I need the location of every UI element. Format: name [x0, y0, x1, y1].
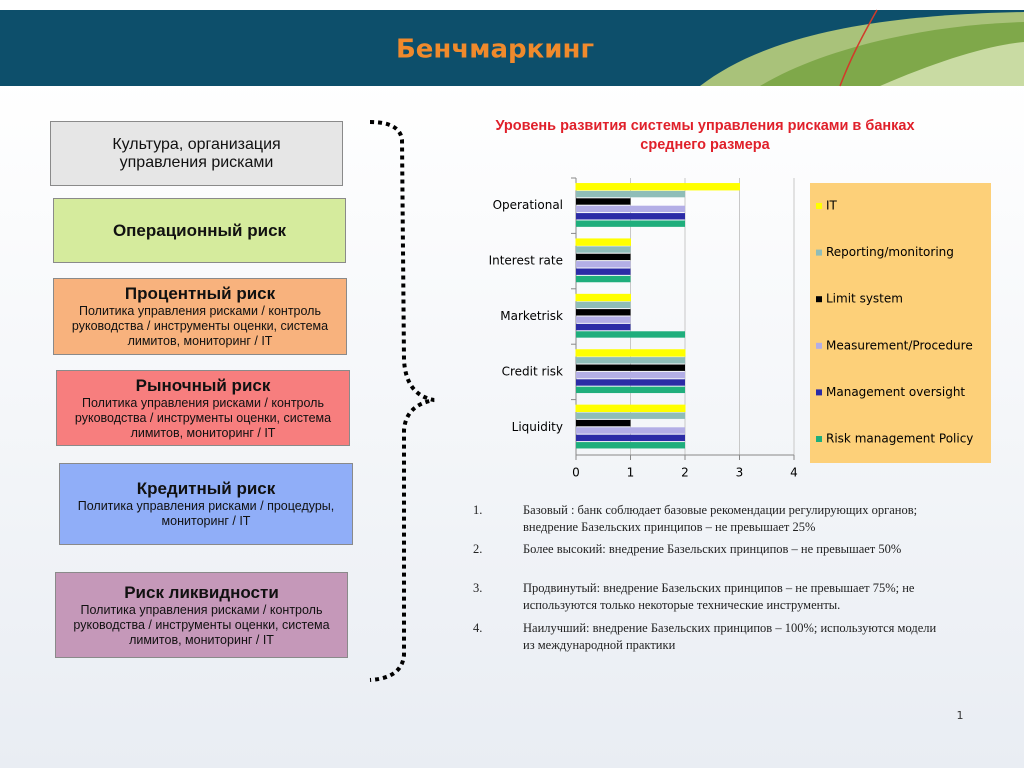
legend-marker	[816, 342, 822, 349]
page-number: 1	[957, 709, 964, 722]
legend-label: Reporting/monitoring	[826, 245, 954, 259]
bar	[576, 301, 631, 309]
box-text: Политика управления рисками / процедуры,…	[77, 499, 335, 528]
x-tick-label: 4	[790, 466, 798, 480]
bar	[576, 371, 685, 379]
bar	[576, 190, 685, 198]
header-decoration	[880, 42, 1024, 86]
risk-box: Кредитный риск Политика управления рискам…	[59, 463, 353, 545]
bar	[576, 434, 685, 442]
legend-marker	[816, 203, 822, 209]
legend-box	[810, 183, 991, 463]
box-title: Кредитный риск	[136, 479, 276, 498]
legend-marker	[816, 389, 822, 396]
y-tick-label: Liquidity	[512, 420, 563, 434]
bar	[576, 386, 685, 394]
note-text: Наилучший: внедрение Базельских принципо…	[523, 621, 937, 652]
note-number: 1.	[473, 503, 483, 517]
legend-label: Management oversight	[826, 385, 965, 399]
legend-marker	[816, 296, 822, 303]
bar	[576, 253, 631, 261]
note-text: Базовый : банк соблюдает базовые рекомен…	[523, 503, 918, 534]
box-title: Риск ликвидности	[124, 582, 279, 602]
x-tick-label: 3	[736, 466, 744, 480]
bar	[575, 183, 740, 191]
risk-box: Культура, организация управления рисками	[50, 121, 343, 186]
legend-label: Limit system	[826, 292, 903, 306]
box-text: Политика управления рисками / контроль р…	[73, 602, 330, 647]
x-tick-label: 2	[681, 466, 689, 480]
bar	[575, 293, 631, 302]
box-title: Операционный риск	[112, 220, 287, 240]
bar	[576, 323, 631, 331]
risk-box: Операционный риск	[53, 198, 346, 263]
y-tick-label: Marketrisk	[500, 309, 563, 323]
header-decoration	[839, 9, 878, 87]
note-number: 2.	[473, 542, 483, 556]
x-tick-label: 0	[572, 466, 580, 480]
note-number: 4.	[473, 621, 483, 635]
box-text: Политика управления рисками / контроль р…	[74, 395, 332, 440]
bar	[575, 349, 686, 357]
bar	[576, 309, 631, 316]
bar	[576, 275, 631, 283]
bar	[576, 213, 685, 220]
bar	[576, 419, 631, 427]
chart-title: Уровень развития системы управления риск…	[495, 118, 915, 153]
bar	[576, 220, 685, 227]
bar	[575, 404, 686, 413]
y-tick-label: Interest rate	[489, 254, 563, 268]
legend-label: Risk management Policy	[826, 432, 973, 446]
box-title: Культура, организация управления рисками	[112, 135, 281, 171]
box-text: Политика управления рисками / контроль р…	[71, 304, 329, 348]
bar	[576, 412, 685, 419]
risk-box: Процентный риск Политика управления риска…	[53, 278, 347, 355]
bar	[576, 331, 685, 338]
bar	[576, 379, 685, 386]
y-tick-label: Credit risk	[502, 364, 563, 378]
bar	[576, 246, 631, 253]
y-tick-label: Operational	[493, 198, 563, 212]
bar	[576, 261, 631, 268]
bar	[575, 238, 631, 246]
legend-marker	[816, 249, 822, 256]
legend-label: Measurement/Procedure	[826, 338, 973, 352]
risk-box: Риск ликвидности Политика управления риск…	[55, 572, 348, 658]
bar	[576, 198, 631, 205]
bar	[576, 205, 685, 213]
brace	[369, 120, 435, 682]
legend-marker	[816, 436, 822, 442]
slide-title: Бенчмаркинг	[396, 35, 594, 65]
bar	[576, 316, 631, 323]
note-text: Продвинутый: внедрение Базельских принци…	[523, 581, 915, 612]
bar	[576, 442, 685, 449]
note-number: 3.	[473, 581, 483, 595]
risk-box: Рыночный риск Политика управления рисками…	[56, 370, 350, 446]
bar	[576, 427, 685, 434]
x-tick-label: 1	[627, 466, 635, 480]
bar	[576, 357, 685, 364]
note-text: Более высокий: внедрение Базельских прин…	[523, 542, 902, 556]
bar	[576, 364, 685, 371]
box-title: Рыночный риск	[135, 375, 271, 395]
legend-label: IT	[826, 199, 838, 213]
bar	[576, 268, 631, 275]
box-title: Процентный риск	[124, 284, 276, 303]
